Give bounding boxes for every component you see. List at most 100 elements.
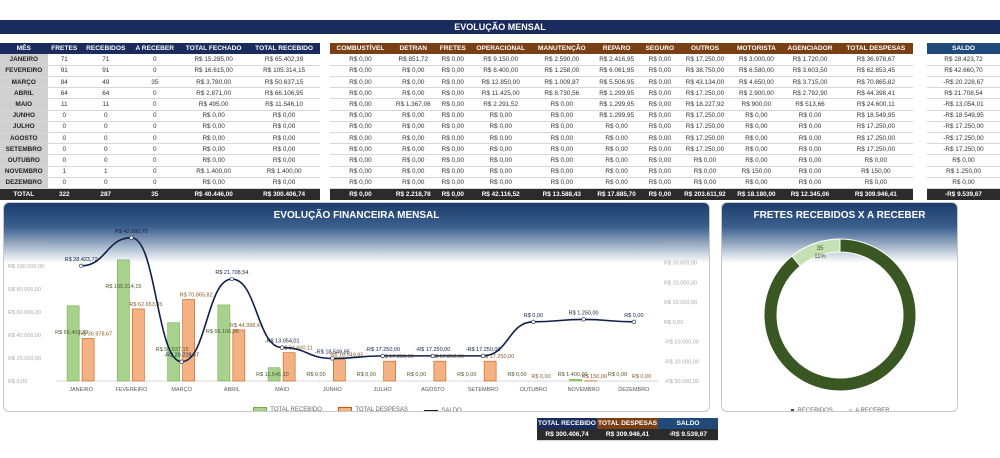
saldo-cell: -R$ 13.054,01 [927, 98, 1000, 111]
table-row: R$ 0,00 R$ 0,00 R$ 0,00 R$ 0,00 R$ 0,00 R$ 0,… [330, 121, 913, 134]
table-cell: R$ 0,00 [330, 110, 391, 122]
table-cell: R$ 12.850,00 [469, 76, 532, 89]
donut-value-recebidos: 287 [843, 364, 854, 370]
table-cell: R$ 0,00 [641, 87, 679, 100]
table-cell: R$ 0,00 [390, 121, 436, 134]
x-axis-label: NOVEMBRO [568, 387, 601, 393]
table-cell: R$ 0,00 [592, 143, 642, 156]
table-cell: R$ 2.871,00 [179, 87, 249, 100]
table-cell: R$ 0,00 [435, 87, 470, 100]
table-cell: R$ 0,00 [330, 166, 391, 178]
total-cell: R$ 2.218,78 [390, 188, 436, 200]
table-cell: R$ 0,00 [435, 98, 470, 111]
right-axis-tick: R$ 40.000,00 [664, 241, 697, 247]
table-cell: R$ 0,00 [731, 143, 782, 156]
table-cell: 0 [130, 87, 180, 100]
col-header: TOTAL FECHADO [179, 43, 249, 55]
table-cell: R$ 6.400,00 [469, 65, 532, 78]
dark-green-dot-icon [791, 409, 795, 411]
summary-saldo-value: -R$ 9.539,67 [658, 429, 718, 441]
table-cell: NOVEMBRO [0, 166, 48, 178]
legend-saldo: SALDO [424, 408, 462, 411]
table-row: MARÇO 84 49 35 R$ 3.780,00 R$ 50.637,15 [0, 76, 320, 89]
table-row: R$ 0,00 R$ 0,00 R$ 0,00 R$ 0,00 R$ 0,00 R$ 0,… [330, 143, 913, 156]
table-cell: R$ 0,00 [330, 76, 391, 89]
bar-total-recebido [217, 304, 231, 382]
table-cell: R$ 36.978,67 [838, 54, 913, 66]
table-row: R$ 0,00 [927, 154, 1000, 167]
total-cell: 322 [47, 188, 82, 200]
bar-label-recebido: R$ 1.400,00 [558, 372, 588, 378]
table-row: R$ 0,00 R$ 0,00 R$ 0,00 R$ 6.400,00 R$ 1.258… [330, 65, 913, 78]
table-cell: 0 [81, 177, 131, 189]
table-cell: R$ 17.250,00 [678, 121, 732, 134]
saldo-cell: R$ 28.423,72 [927, 54, 1000, 66]
col-header: AGENCIADOR [781, 43, 839, 55]
table-cell: R$ 17.250,00 [838, 143, 913, 156]
x-axis-label: SETEMBRO [468, 387, 500, 393]
table-row: NOVEMBRO 1 1 0 R$ 1.400,00 R$ 1.400,00 [0, 166, 320, 178]
table-cell: R$ 0,00 [781, 177, 839, 189]
orange-swatch-icon [338, 407, 353, 411]
bar-label-despesas: R$ 44.398,41 [230, 323, 263, 329]
table-cell: R$ 0,00 [179, 121, 249, 134]
table-cell: 0 [81, 132, 131, 145]
table-cell: R$ 11.546,10 [248, 98, 320, 111]
table-cell: JANEIRO [0, 54, 48, 66]
financial-chart: R$ 0,00 R$ 20.000,00 R$ 40.000,00 R$ 60.000… [8, 229, 699, 393]
right-axis-tick: R$ 30.000,00 [664, 261, 697, 267]
total-cell: R$ 13.588,43 [531, 188, 593, 200]
total-cell: R$ 0,00 [435, 188, 470, 200]
table-cell: R$ 0,00 [435, 166, 470, 178]
table-row: SETEMBRO 0 0 0 R$ 0,00 R$ 0,00 [0, 143, 320, 156]
table-cell: R$ 0,00 [330, 154, 391, 167]
table-row: -R$ 17.250,00 [927, 132, 1000, 145]
summary-total-despesas-header: TOTAL DESPESAS [597, 418, 658, 429]
table-cell: R$ 2.792,90 [781, 87, 839, 100]
bar-label-recebido: R$ 0,00 [306, 372, 325, 378]
table-cell: R$ 8.730,56 [531, 87, 593, 100]
table-cell: R$ 5.506,95 [592, 76, 642, 89]
table-cell: R$ 0,00 [390, 110, 436, 122]
table-cell: R$ 0,00 [641, 143, 679, 156]
table-cell: R$ 3.780,00 [179, 76, 249, 89]
table-cell: R$ 0,00 [592, 177, 642, 189]
expenses-table: COMBUSTÍVEL DETRAN FRETES OPERACIONAL MANUTE… [330, 43, 913, 200]
table-cell: 71 [47, 54, 82, 66]
total-row: TOTAL 322 287 35 R$ 40.446,00 R$ 300.406,74 [0, 188, 320, 200]
bar-label-despesas: R$ 17.250,00 [481, 354, 514, 360]
table-cell: R$ 1.299,95 [592, 87, 642, 100]
saldo-label: -R$ 17.250,00 [365, 347, 400, 353]
table-row: R$ 0,00 R$ 851,72 R$ 0,00 R$ 9.150,00 R$ 2.5… [330, 54, 913, 66]
left-axis-tick: R$ 120.000,00 [8, 241, 44, 247]
saldo-marker [280, 345, 285, 350]
total-cell: R$ 203.611,92 [678, 188, 732, 200]
table-row: R$ 0,00 R$ 0,00 R$ 0,00 R$ 0,00 R$ 0,00 R$ 0,… [330, 166, 913, 178]
col-header: MANUTENÇÃO [531, 43, 593, 55]
table-cell: R$ 17.250,00 [838, 121, 913, 134]
donut-chart-panel: FRETES RECEBIDOS X A RECEBER 287 89% 35 11%… [721, 202, 958, 412]
table-cell: R$ 0,00 [731, 110, 782, 122]
saldo-label: R$ 0,00 [624, 313, 643, 319]
table-cell: R$ 0,00 [390, 76, 436, 89]
table-cell: R$ 17.250,00 [678, 143, 732, 156]
table-cell: 0 [130, 177, 180, 189]
saldo-marker [481, 353, 486, 358]
x-axis-label: ABRIL [224, 387, 240, 393]
right-axis-tick: R$ 10.000,00 [664, 300, 697, 306]
total-cell: TOTAL [0, 188, 48, 200]
x-axis-label: MAIO [275, 387, 290, 393]
x-axis-label: FEVEREIRO [115, 387, 148, 393]
table-cell: 0 [47, 110, 82, 122]
table-cell: R$ 150,00 [838, 166, 913, 178]
left-axis-tick: R$ 100.000,00 [8, 264, 44, 270]
table-row: -R$ 13.054,01 [927, 98, 1000, 111]
saldo-cell: -R$ 17.250,00 [927, 121, 1000, 134]
table-row: R$ 1.250,00 [927, 166, 1000, 178]
col-header: MOTORISTA [731, 43, 782, 55]
table-cell: R$ 0,00 [469, 177, 532, 189]
total-cell: R$ 42.116,52 [469, 188, 532, 200]
saldo-cell: R$ 1.250,00 [927, 166, 1000, 178]
table-row: -R$ 17.250,00 [927, 143, 1000, 156]
bar-label-despesas: R$ 18.549,95 [330, 353, 363, 359]
